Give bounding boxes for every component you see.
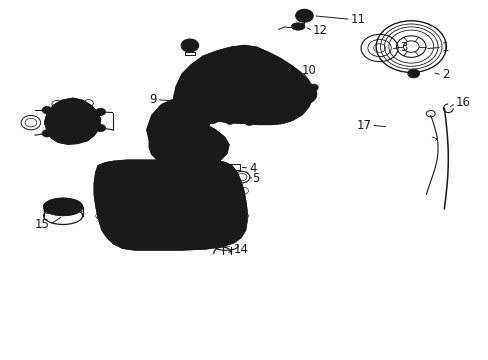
Circle shape [42,130,52,137]
Ellipse shape [221,80,243,102]
Ellipse shape [202,80,223,102]
Text: 2: 2 [441,68,448,81]
Circle shape [287,83,316,105]
Circle shape [264,119,272,125]
Text: 11: 11 [350,13,365,26]
Circle shape [407,69,419,78]
Ellipse shape [280,80,301,102]
Circle shape [172,140,219,175]
Circle shape [245,120,253,126]
Polygon shape [173,45,312,125]
Polygon shape [147,96,228,169]
Text: 8: 8 [256,63,263,76]
Text: 15: 15 [35,218,49,231]
Ellipse shape [241,80,262,102]
Text: 12: 12 [312,24,327,37]
Circle shape [178,81,207,103]
Circle shape [172,109,209,136]
Polygon shape [44,98,101,144]
Circle shape [295,9,313,22]
Text: 10: 10 [302,64,316,77]
Text: 14: 14 [233,243,248,256]
Circle shape [96,108,105,116]
Ellipse shape [291,23,305,30]
Circle shape [153,213,184,236]
Circle shape [309,84,318,91]
Text: 7: 7 [47,116,54,129]
Circle shape [181,39,198,52]
Circle shape [65,117,81,129]
Circle shape [190,154,200,161]
Circle shape [225,119,233,125]
Text: 3: 3 [400,41,407,54]
Text: 13: 13 [222,218,237,231]
Ellipse shape [43,198,82,216]
Text: 4: 4 [249,162,256,175]
Circle shape [206,116,214,121]
Circle shape [42,107,52,114]
Polygon shape [94,160,246,250]
Circle shape [284,116,292,122]
Circle shape [184,118,197,127]
Circle shape [52,108,93,138]
Circle shape [96,125,105,132]
Text: 9: 9 [149,93,157,106]
Text: 1: 1 [441,41,448,54]
Text: 6: 6 [149,187,157,200]
Text: 17: 17 [356,119,370,132]
Text: 5: 5 [251,172,259,185]
Text: 16: 16 [455,96,469,109]
Ellipse shape [260,80,282,102]
